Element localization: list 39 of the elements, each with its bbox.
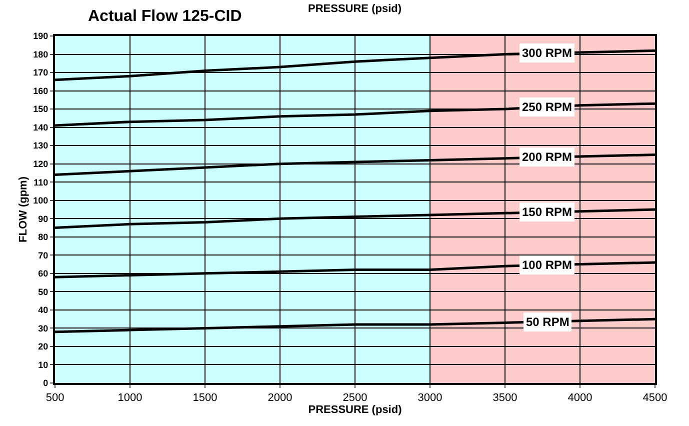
- y-tick-label: 170: [33, 68, 48, 78]
- y-tick-label: 30: [38, 323, 48, 334]
- y-tick-label: 80: [38, 232, 48, 242]
- y-tick-label: 20: [38, 342, 48, 352]
- x-tick-label: 4000: [568, 392, 592, 404]
- series-label: 250 RPM: [522, 100, 572, 114]
- series-label: 200 RPM: [522, 150, 572, 164]
- x-tick-label: 4500: [642, 392, 668, 404]
- x-tick-label: 3500: [492, 392, 518, 404]
- series-label: 150 RPM: [522, 205, 572, 219]
- y-tick-label: 50: [38, 286, 48, 297]
- x-tick-label: 3000: [418, 392, 442, 404]
- x-tick-label: 2000: [268, 392, 292, 404]
- y-tick-label: 190: [33, 31, 48, 42]
- y-tick-label: 110: [34, 177, 48, 188]
- y-tick-label: 180: [33, 49, 48, 60]
- x-tick-label: 1500: [192, 392, 218, 404]
- x-axis-title: PRESSURE (psid): [308, 404, 402, 416]
- y-tick-label: 120: [33, 158, 48, 169]
- y-axis-title: FLOW (gpm): [17, 176, 30, 242]
- y-tick-label: 10: [38, 360, 48, 370]
- y-tick-label: 40: [38, 305, 48, 316]
- y-tick-label: 100: [33, 196, 48, 206]
- y-tick-label: 130: [33, 140, 48, 151]
- x-tick-label: 500: [46, 392, 64, 404]
- series-label: 100 RPM: [522, 258, 572, 272]
- series-label: 300 RPM: [522, 46, 572, 60]
- y-tick-label: 90: [38, 214, 48, 224]
- x-tick-label: 1000: [118, 392, 142, 404]
- y-tick-label: 0: [43, 378, 48, 388]
- text: PRESSURE (psid): [308, 3, 402, 15]
- y-tick-label: 150: [33, 104, 48, 114]
- y-tick-label: 60: [38, 268, 48, 279]
- x-tick-label: 2500: [342, 392, 368, 404]
- y-tick-label: 160: [33, 86, 48, 96]
- series-label: 50 RPM: [526, 315, 570, 329]
- y-tick-label: 140: [33, 122, 48, 132]
- y-tick-label: 70: [38, 250, 48, 260]
- chart-title: Actual Flow 125-CID: [88, 8, 242, 26]
